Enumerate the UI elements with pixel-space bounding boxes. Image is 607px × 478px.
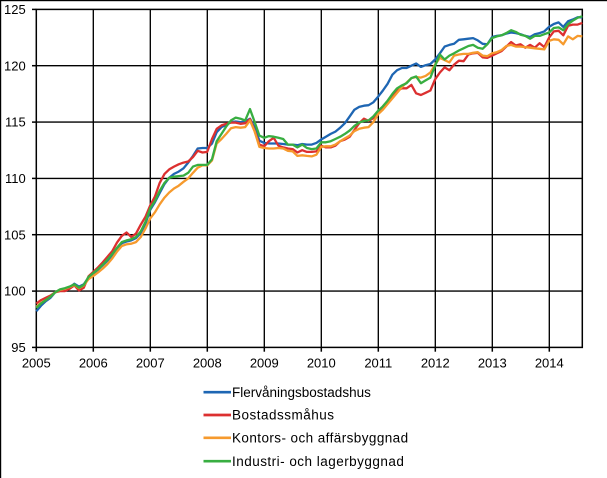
svg-text:Kontors- och affärsbyggnad: Kontors- och affärsbyggnad [232,431,409,446]
svg-text:115: 115 [5,115,26,130]
svg-text:2006: 2006 [79,356,108,371]
svg-text:110: 110 [5,171,26,186]
svg-text:Flervåningsbostadshus: Flervåningsbostadshus [232,385,371,400]
svg-text:2009: 2009 [250,356,279,371]
svg-text:95: 95 [11,340,25,355]
svg-text:Bostadssmåhus: Bostadssmåhus [232,408,335,423]
svg-text:2008: 2008 [193,356,222,371]
svg-text:125: 125 [4,2,26,17]
svg-text:100: 100 [4,284,26,299]
svg-text:Industri- och lagerbyggnad: Industri- och lagerbyggnad [232,454,404,469]
svg-text:105: 105 [4,227,26,242]
svg-text:2012: 2012 [421,356,450,371]
svg-text:2005: 2005 [22,356,51,371]
svg-text:120: 120 [4,58,26,73]
svg-text:2011: 2011 [364,356,392,371]
svg-text:2014: 2014 [535,356,564,371]
svg-text:2007: 2007 [136,356,165,371]
svg-text:2010: 2010 [307,356,336,371]
svg-text:2013: 2013 [478,356,507,371]
